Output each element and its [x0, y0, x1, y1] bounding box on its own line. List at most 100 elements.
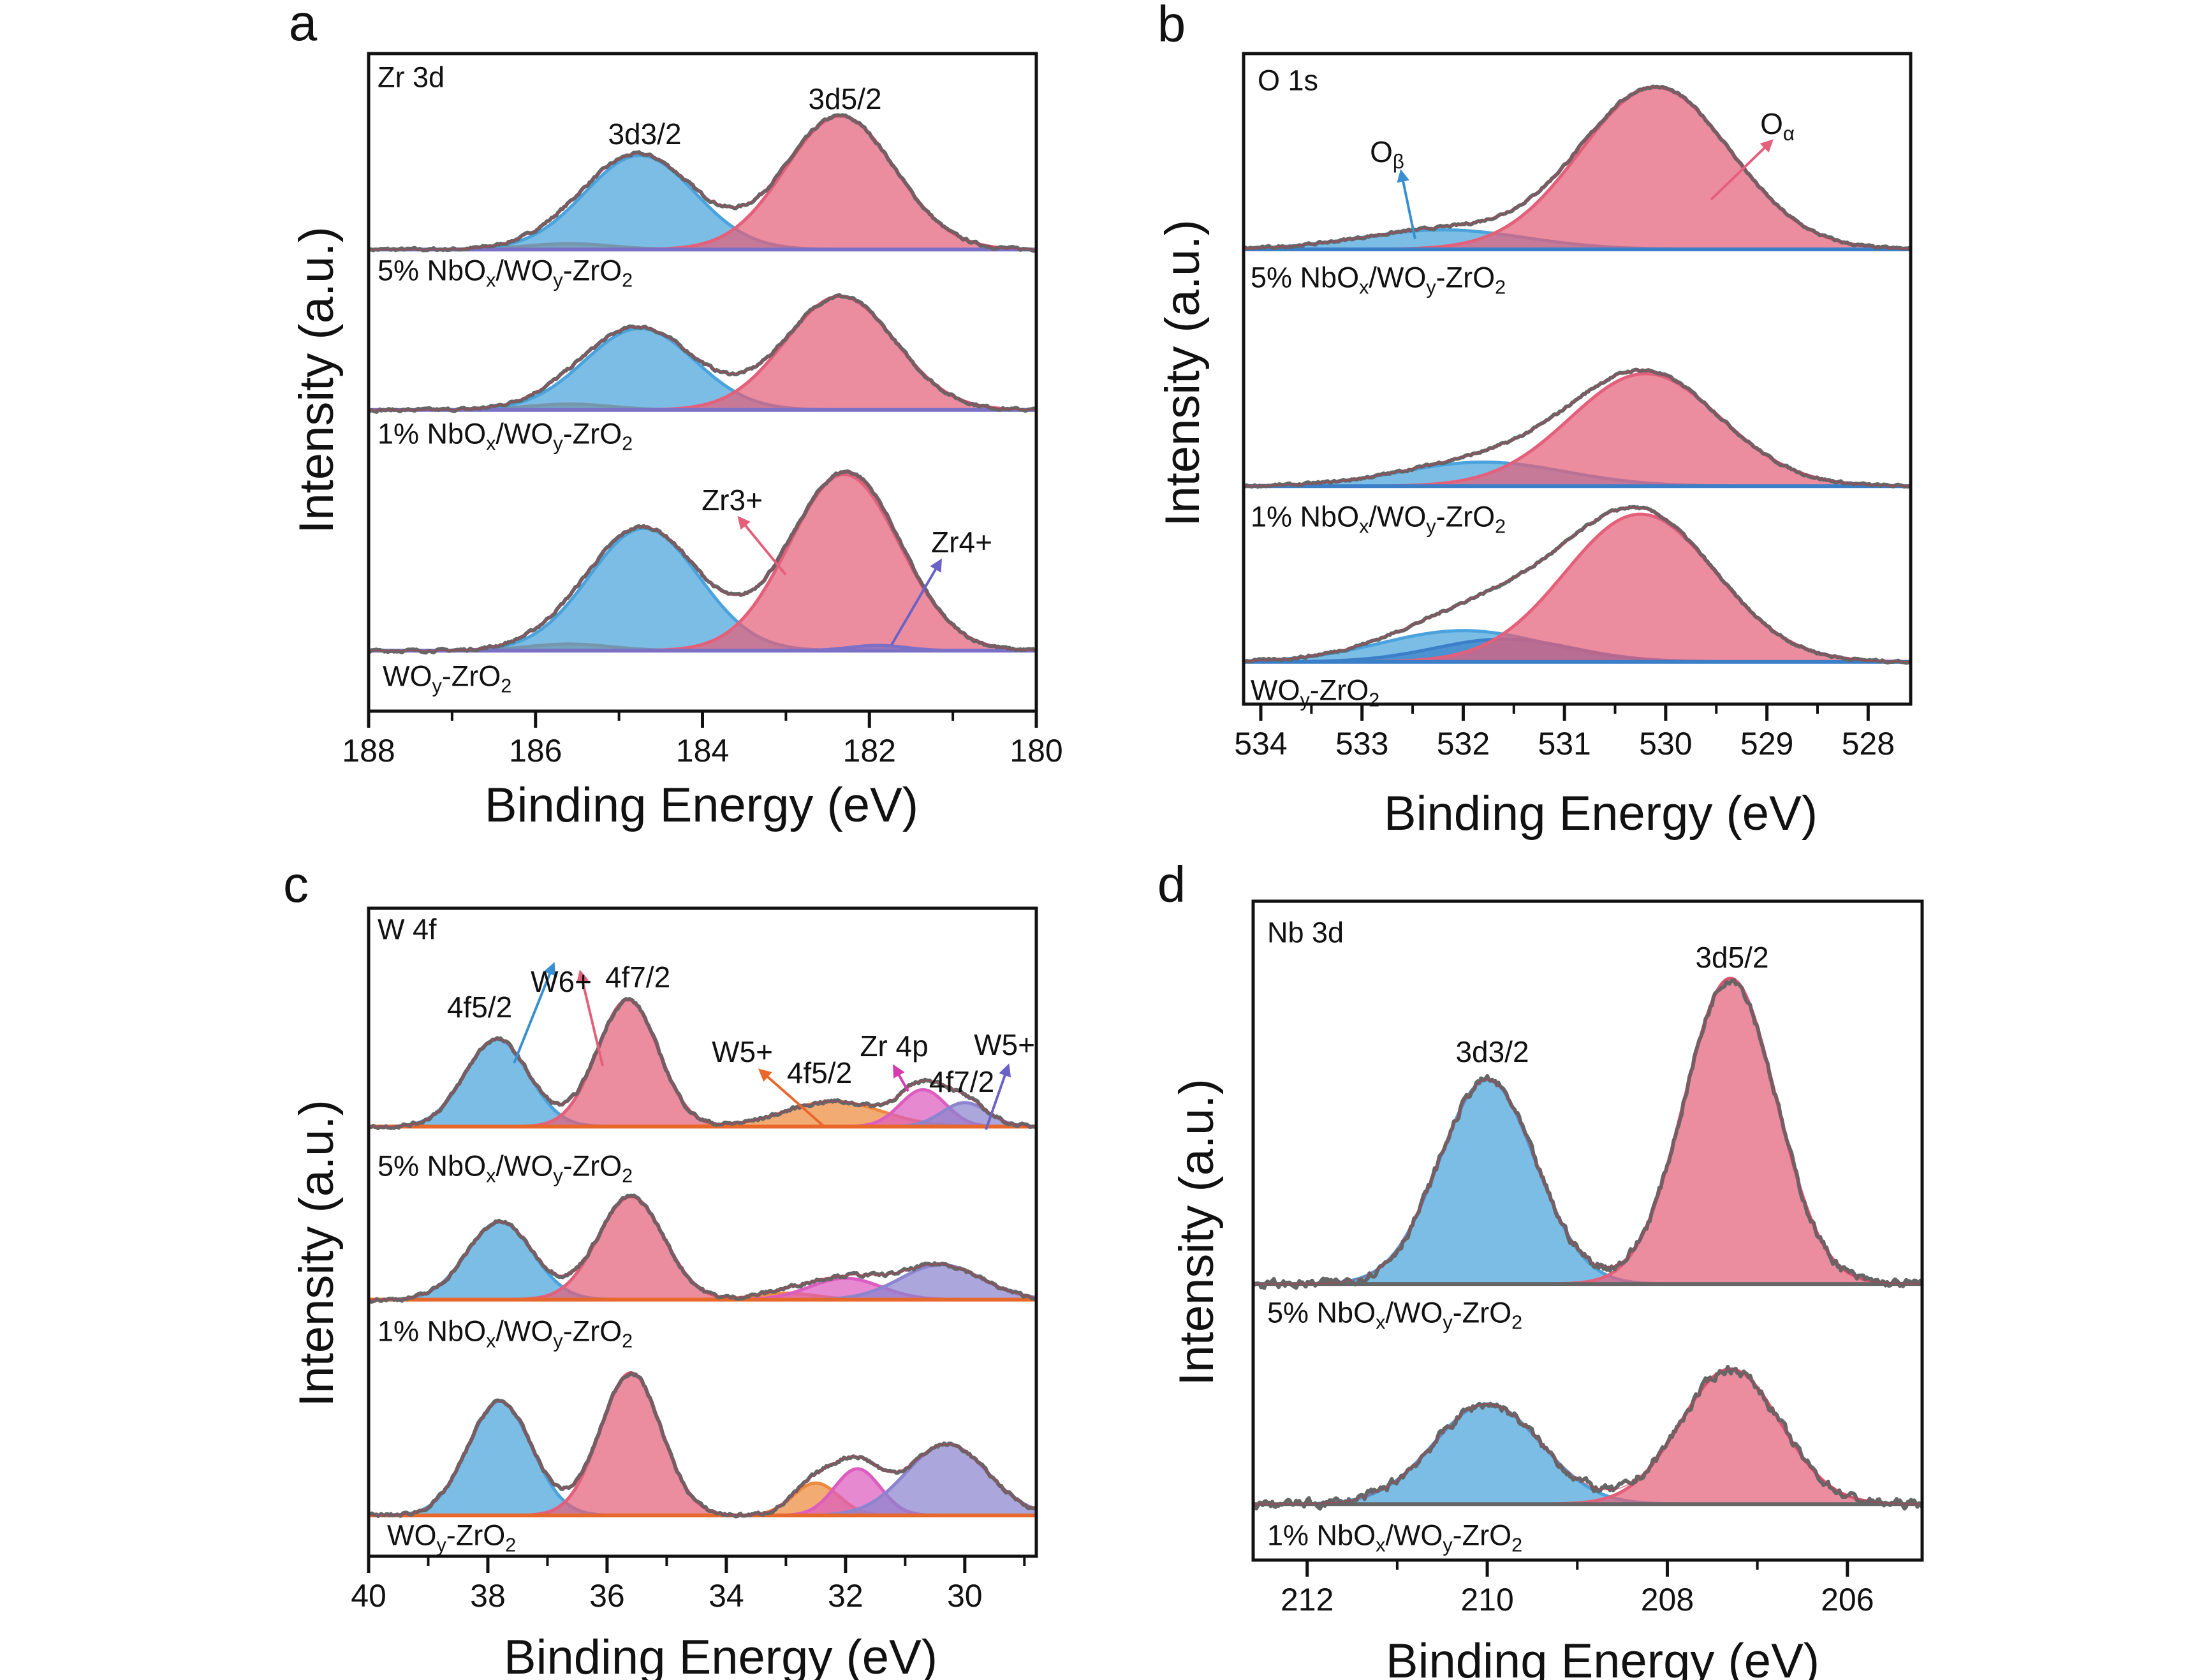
fit-envelope-line [369, 1372, 1037, 1516]
spectrum-region-title: W 4f [378, 913, 437, 946]
peak-component-fill [369, 1444, 1036, 1515]
x-tick-label: 531 [1538, 726, 1591, 762]
peak-annotation: 3d5/2 [808, 82, 882, 115]
peak-component-fill [369, 1039, 1036, 1127]
y-axis-title: Intensity (a.u.) [1170, 1079, 1224, 1386]
x-tick-label: 533 [1335, 726, 1389, 762]
sample-label: 1% NbOx/WOy-ZrO2 [378, 417, 633, 455]
x-tick-label: 186 [509, 733, 562, 769]
x-tick-label: 40 [351, 1578, 386, 1614]
x-tick-label: 184 [675, 733, 730, 769]
annotation-arrow [890, 558, 943, 646]
peak-component-fill [1244, 87, 1911, 249]
measured-spectrum-line [1251, 978, 1923, 1290]
sample-label: 1% NbOx/WOy-ZrO2 [378, 1315, 633, 1352]
peak-component-fill [369, 528, 1036, 651]
peak-component-fill [1244, 230, 1911, 249]
x-tick-label: 182 [842, 733, 896, 769]
annotation-arrow [758, 1068, 825, 1128]
fit-envelope-line [369, 295, 1036, 411]
panel-letter: d [1157, 856, 1186, 913]
sample-label: WOy-ZrO2 [387, 1519, 517, 1556]
x-tick-label: 532 [1436, 726, 1490, 762]
peak-annotation: 4f5/2 [446, 991, 513, 1024]
spectrum-region-title: Nb 3d [1267, 916, 1344, 949]
peak-annotation: 3d5/2 [1695, 941, 1769, 974]
peak-component-fill [369, 1401, 1036, 1515]
peak-annotation: Oα [1760, 107, 1795, 145]
peak-annotation: 3d3/2 [608, 117, 682, 151]
fit-envelope-line [1253, 977, 1922, 1285]
annotation-arrow [513, 962, 556, 1064]
x-tick-label: 528 [1841, 726, 1895, 762]
annotation-arrow [1397, 169, 1416, 240]
peak-component-fill [1253, 1404, 1922, 1505]
x-tick-label: 36 [589, 1578, 625, 1614]
x-tick-label: 534 [1234, 726, 1288, 762]
panel-letter: b [1157, 0, 1186, 52]
x-tick-label: 206 [1821, 1582, 1874, 1617]
peak-component-fill [369, 116, 1036, 250]
peak-annotation: Zr3+ [702, 483, 763, 517]
sample-label: 5% NbOx/WOy-ZrO2 [1267, 1296, 1523, 1334]
panel-letter: c [283, 856, 309, 913]
x-tick-label: 38 [470, 1578, 506, 1614]
fit-envelope-line [369, 1196, 1037, 1301]
peak-annotation: 3d3/2 [1455, 1035, 1529, 1068]
x-axis-title: Binding Energy (eV) [484, 778, 919, 832]
peak-annotation: W6+ [531, 965, 592, 998]
x-tick-label: 210 [1460, 1582, 1514, 1617]
peak-component-fill [369, 474, 1036, 651]
x-tick-label: 188 [342, 733, 395, 769]
peak-component-fill [369, 1221, 1036, 1300]
x-tick-label: 208 [1640, 1582, 1694, 1617]
sample-label: 5% NbOx/WOy-ZrO2 [1251, 261, 1506, 298]
peak-annotation: 4f7/2 [929, 1065, 995, 1098]
sample-label: 1% NbOx/WOy-ZrO2 [1251, 500, 1506, 538]
x-tick-label: 180 [1010, 733, 1063, 769]
peak-component-fill [1253, 978, 1922, 1285]
x-tick-label: 529 [1740, 726, 1794, 762]
y-axis-title: Intensity (a.u.) [290, 1100, 344, 1407]
panel-letter: a [288, 0, 318, 51]
fit-envelope-line [368, 999, 1037, 1128]
fit-envelope-line [1244, 369, 1911, 487]
fit-envelope-line [1243, 86, 1911, 250]
sample-label: WOy-ZrO2 [383, 659, 512, 697]
x-tick-label: 32 [828, 1578, 863, 1614]
peak-annotation: W5+ [974, 1028, 1035, 1061]
annotation-arrow [737, 515, 787, 576]
plot-frame [1242, 52, 1913, 706]
peak-annotation: Zr 4p [860, 1029, 929, 1063]
annotation-arrow [985, 1063, 1011, 1130]
sample-label: 5% NbOx/WOy-ZrO2 [378, 254, 633, 291]
plot-frame [1251, 899, 1924, 1562]
sample-label: 5% NbOx/WOy-ZrO2 [378, 1149, 633, 1187]
x-axis-title: Binding Energy (eV) [503, 1630, 938, 1680]
peak-annotation: Zr4+ [931, 526, 992, 559]
peak-annotation: 4f5/2 [786, 1056, 853, 1089]
spectrum-region-title: O 1s [1258, 64, 1319, 97]
peak-annotation: W5+ [712, 1035, 773, 1068]
annotation-arrow [576, 969, 604, 1066]
annotation-arrow [1710, 139, 1774, 201]
spectrum-region-title: Zr 3d [378, 61, 445, 94]
peak-component-fill [1253, 1079, 1922, 1285]
y-axis-title: Intensity (a.u.) [290, 226, 344, 534]
plot-frame [367, 906, 1038, 1558]
annotation-arrow [893, 1064, 909, 1092]
x-axis-title: Binding Energy (eV) [1385, 1634, 1820, 1680]
fit-envelope-line [1253, 1368, 1922, 1505]
y-axis-title: Intensity (a.u.) [1156, 219, 1210, 527]
sample-label: WOy-ZrO2 [1251, 674, 1380, 711]
peak-component-fill [1244, 514, 1911, 662]
peak-annotation: Oβ [1370, 135, 1404, 173]
peak-component-fill [1253, 1369, 1922, 1505]
peak-annotation: 4f7/2 [605, 961, 671, 994]
x-tick-label: 30 [947, 1578, 983, 1614]
x-tick-label: 530 [1639, 726, 1693, 762]
peak-component-fill [369, 296, 1036, 410]
x-tick-label: 212 [1280, 1582, 1334, 1617]
sample-label: 1% NbOx/WOy-ZrO2 [1267, 1519, 1523, 1556]
